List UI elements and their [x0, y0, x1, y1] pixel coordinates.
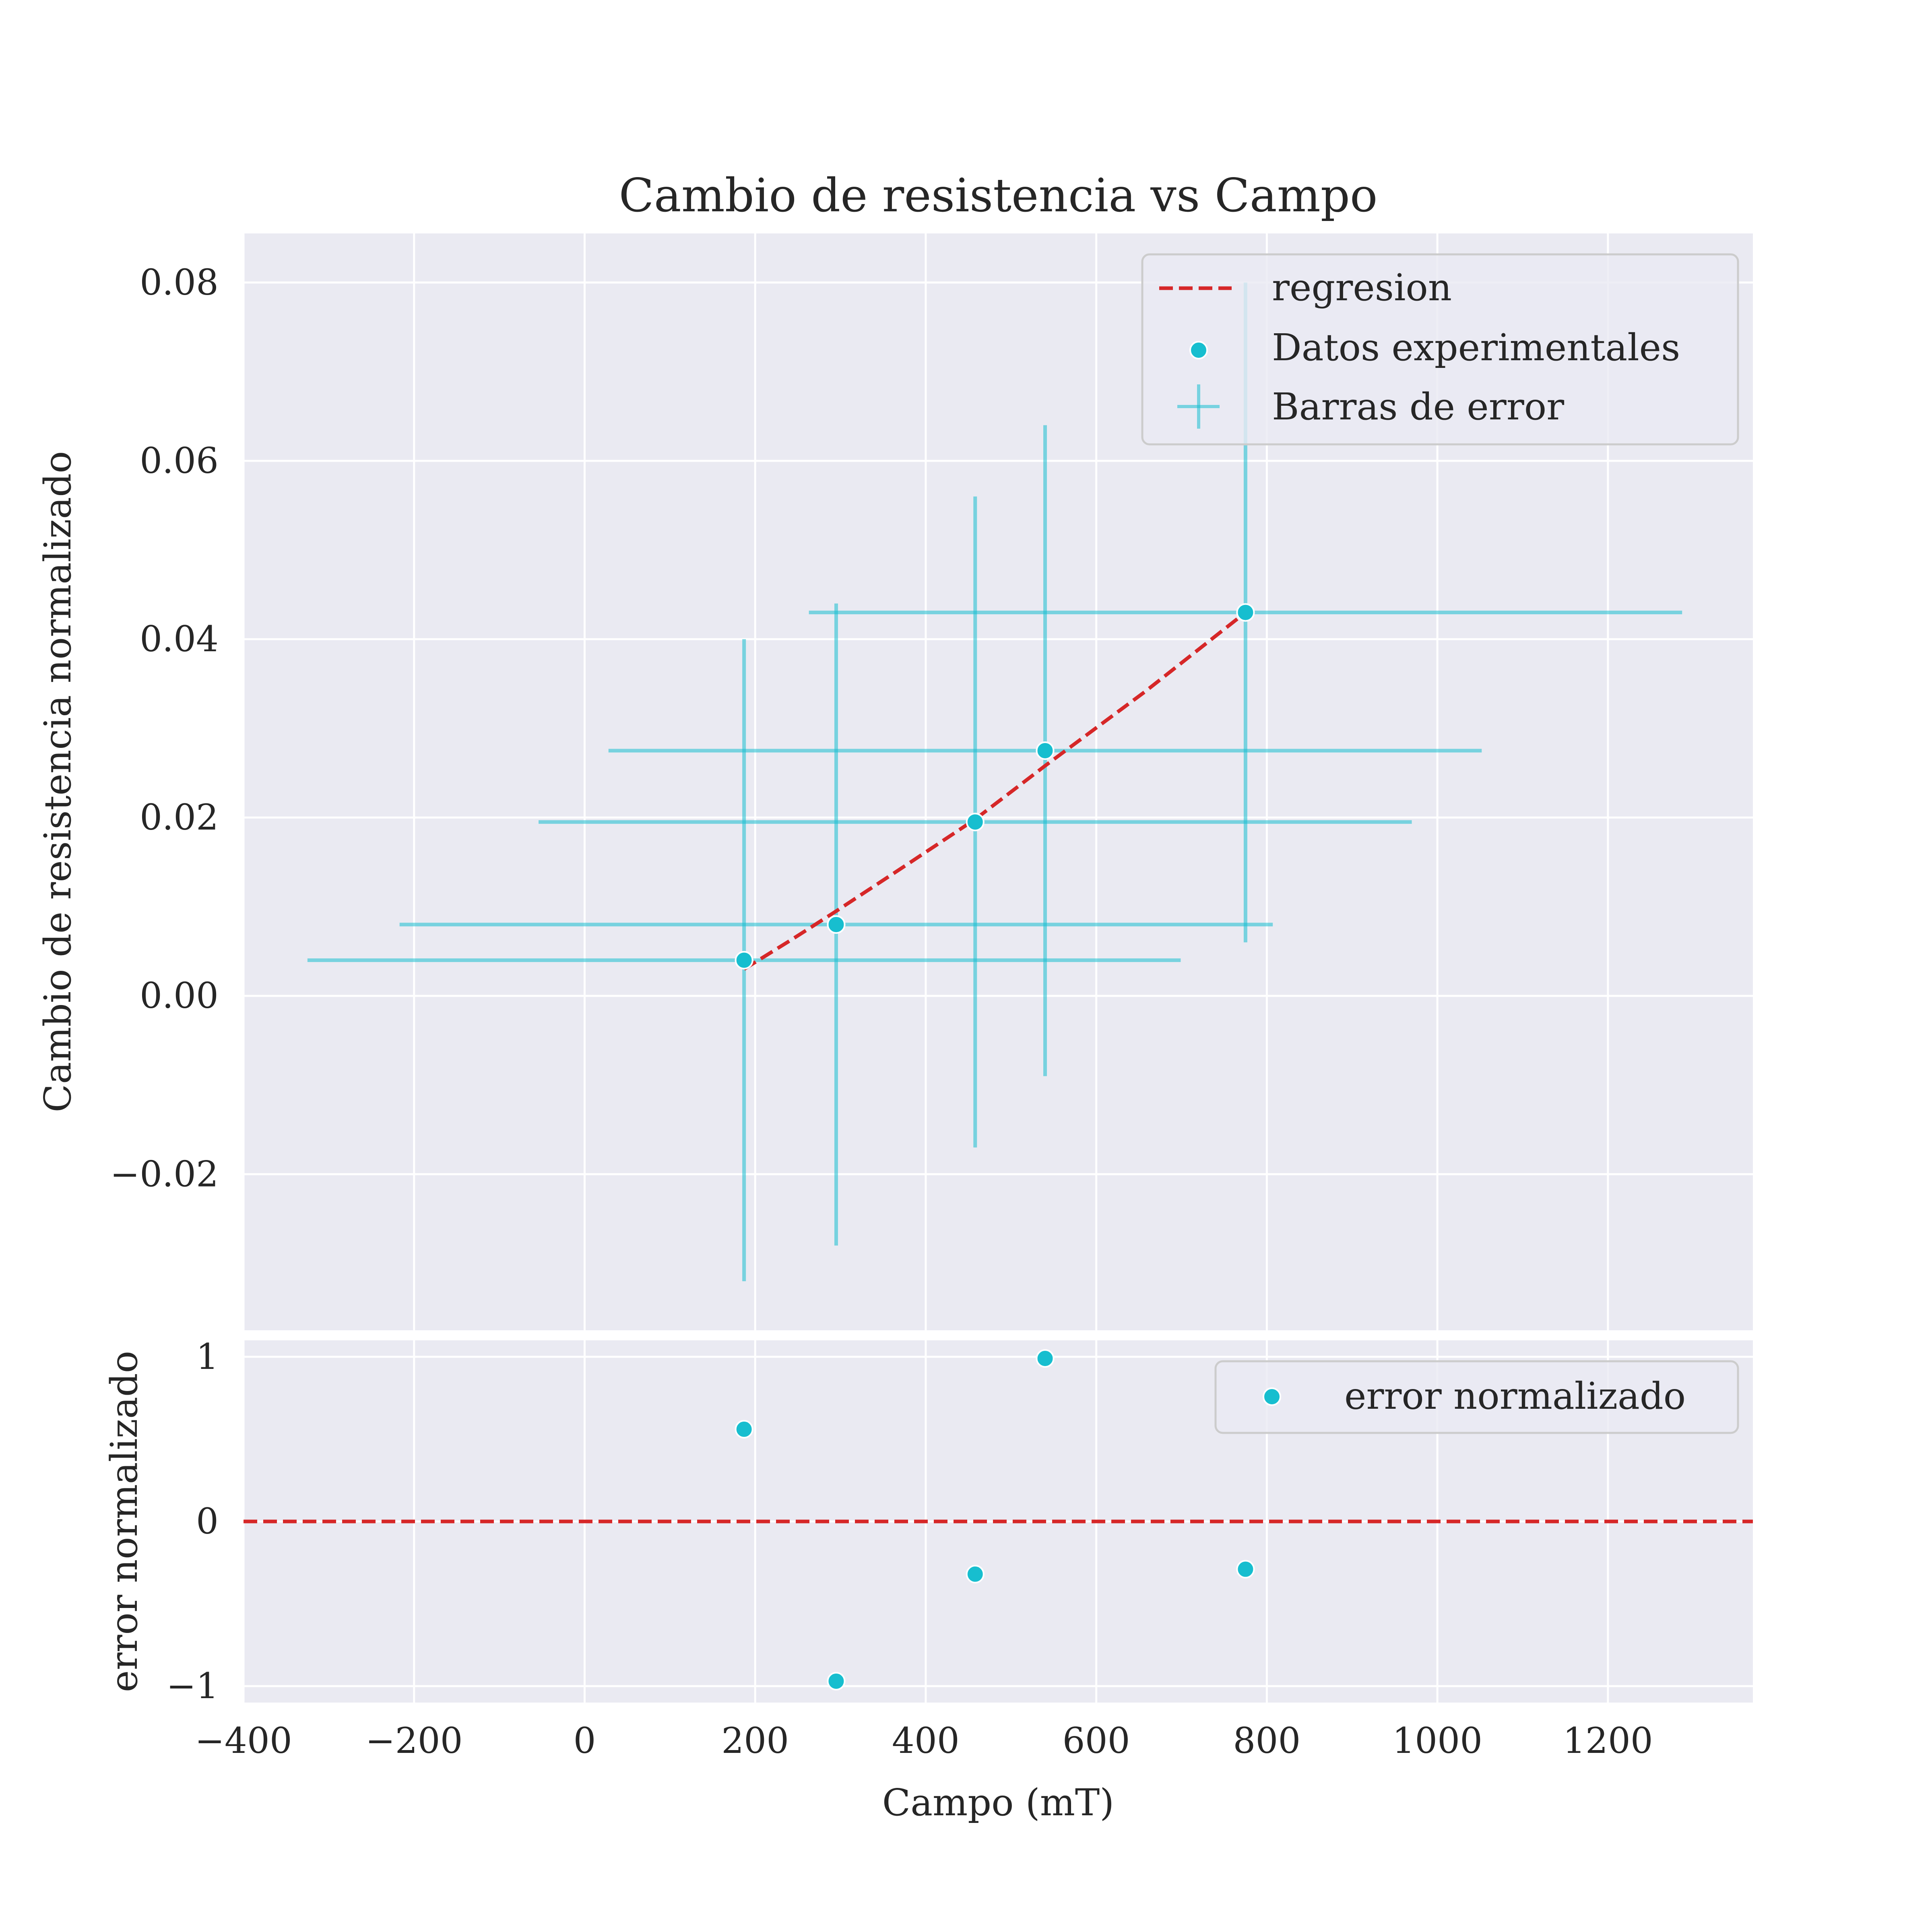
residual-legend-box [1214, 1360, 1739, 1434]
regression-curve [743, 611, 1247, 971]
residual-point [1036, 1349, 1055, 1368]
data-point [735, 951, 753, 970]
residual-y-tick-labels: −1 0 1 [166, 1336, 219, 1707]
main-y-tick-label: 0.04 [140, 618, 219, 660]
x-tick-label: 1200 [1563, 1720, 1653, 1761]
main-panel: −0.02 0.00 0.02 0.04 0.06 0.08 Cambio de resi… [36, 169, 1753, 1330]
residual-point [1236, 1560, 1255, 1579]
residual-points [735, 1349, 1255, 1690]
main-y-tick-label: 0.02 [140, 797, 219, 838]
main-legend: regresion Datos experimentales Barras de… [1141, 253, 1739, 446]
data-point [1236, 603, 1255, 622]
main-y-tick-label: 0.06 [140, 440, 219, 481]
main-y-tick-label: 0.08 [140, 262, 219, 303]
x-tick-label: −200 [365, 1720, 463, 1761]
data-point [966, 813, 985, 832]
residual-y-axis-title: error normalizado [103, 1351, 146, 1692]
legend-regression-label: regresion [1272, 266, 1452, 309]
chart-title: Cambio de resistencia vs Campo [619, 169, 1378, 222]
residual-point [735, 1420, 753, 1439]
main-y-tick-label: 0.00 [140, 975, 219, 1016]
main-y-tick-label: −0.02 [110, 1153, 219, 1195]
residual-point [827, 1672, 846, 1690]
x-tick-label: 200 [721, 1720, 789, 1761]
main-y-axis-title: Cambio de resistencia normalizado [36, 451, 79, 1112]
residual-y-tick-label: 1 [196, 1336, 219, 1377]
x-axis-title: Campo (mT) [882, 1781, 1114, 1824]
data-point [1036, 741, 1055, 760]
data-point [827, 915, 846, 934]
main-legend-box [1141, 253, 1739, 446]
main-y-gridlines [244, 281, 1753, 1175]
legend-residual-label: error normalizado [1344, 1375, 1686, 1418]
x-tick-label: 400 [892, 1720, 960, 1761]
residual-y-tick-label: −1 [166, 1665, 219, 1707]
data-points [735, 603, 1255, 970]
legend-residual-swatch [1263, 1387, 1281, 1406]
x-tick-labels: −400 −200 0 200 400 600 800 1000 1200 [195, 1720, 1653, 1761]
residual-panel: −1 0 1 −400 −200 0 200 400 600 800 1000 1200 Campo… [103, 1336, 1753, 1824]
legend-errorbar-label: Barras de error [1272, 385, 1564, 428]
legend-data-swatch [1189, 341, 1208, 359]
residual-legend: error normalizado [1214, 1360, 1739, 1434]
x-tick-label: 0 [573, 1720, 596, 1761]
residual-point [966, 1565, 985, 1583]
x-tick-label: −400 [195, 1720, 292, 1761]
x-tick-label: 1000 [1392, 1720, 1482, 1761]
x-tick-label: 800 [1233, 1720, 1300, 1761]
legend-data-label: Datos experimentales [1272, 326, 1680, 369]
x-tick-label: 600 [1063, 1720, 1130, 1761]
residual-y-tick-label: 0 [196, 1501, 219, 1542]
regression-line [743, 611, 1247, 971]
main-y-tick-labels: −0.02 0.00 0.02 0.04 0.06 0.08 [110, 262, 219, 1195]
